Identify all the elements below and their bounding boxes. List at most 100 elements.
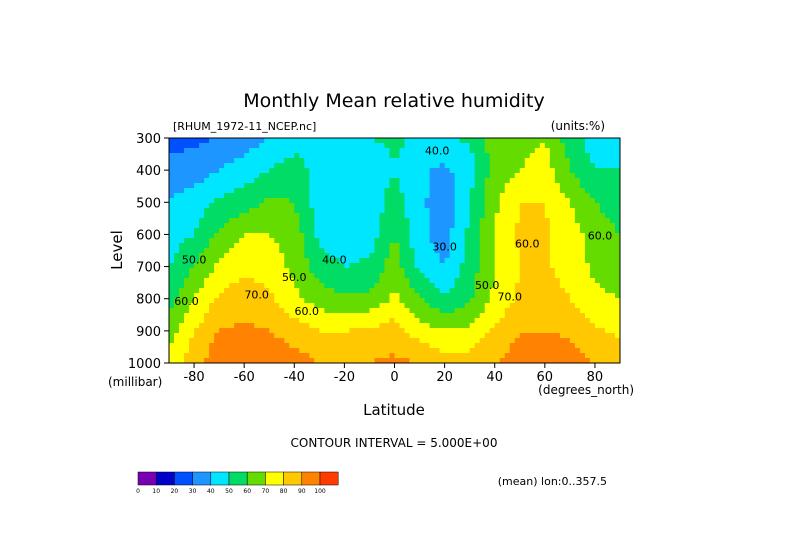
heatmap-cell xyxy=(169,228,175,234)
heatmap-cell xyxy=(544,278,551,284)
heatmap-cell xyxy=(514,358,521,363)
heatmap-cell xyxy=(494,163,501,169)
heatmap-cell xyxy=(219,238,225,244)
heatmap-cell xyxy=(514,173,521,179)
heatmap-cell xyxy=(464,228,471,234)
heatmap-cell xyxy=(194,318,200,324)
heatmap-cell xyxy=(344,203,350,209)
heatmap-cell xyxy=(494,248,501,254)
heatmap-cell xyxy=(449,168,456,174)
heatmap-cell xyxy=(239,188,245,194)
heatmap-cell xyxy=(509,323,516,329)
heatmap-cell xyxy=(474,298,481,304)
heatmap-cell xyxy=(274,218,280,224)
heatmap-cell xyxy=(559,338,566,344)
heatmap-cell xyxy=(409,298,416,304)
heatmap-cell xyxy=(484,213,491,219)
heatmap-cell xyxy=(549,263,556,269)
heatmap-cell xyxy=(489,288,496,294)
heatmap-cell xyxy=(374,158,381,164)
heatmap-cell xyxy=(259,313,265,319)
heatmap-cell xyxy=(569,248,576,254)
heatmap-cell xyxy=(589,338,596,344)
heatmap-cell xyxy=(359,233,366,239)
heatmap-cell xyxy=(514,143,521,149)
x-tick-label: 0 xyxy=(390,370,398,385)
heatmap-cell xyxy=(259,228,265,234)
heatmap-cell xyxy=(549,258,556,264)
heatmap-cell xyxy=(294,143,300,149)
heatmap-cell xyxy=(224,138,230,144)
heatmap-cell xyxy=(199,263,205,269)
heatmap-cell xyxy=(489,328,496,334)
heatmap-cell xyxy=(339,298,345,304)
heatmap-cell xyxy=(404,353,411,359)
heatmap-cell xyxy=(214,203,220,209)
heatmap-cell xyxy=(284,308,290,314)
heatmap-cell xyxy=(329,308,335,314)
heatmap-cell xyxy=(544,173,551,179)
heatmap-cell xyxy=(219,338,225,344)
heatmap-cell xyxy=(359,153,366,159)
heatmap-cell xyxy=(399,358,406,363)
heatmap-cell xyxy=(394,298,401,304)
heatmap-cell xyxy=(254,153,260,159)
heatmap-cell xyxy=(254,328,260,334)
heatmap-cell xyxy=(299,233,305,239)
heatmap-cell xyxy=(294,338,300,344)
heatmap-cell xyxy=(264,143,270,149)
heatmap-cell xyxy=(204,338,210,344)
heatmap-cell xyxy=(409,218,416,224)
heatmap-cell xyxy=(244,338,250,344)
heatmap-cell xyxy=(309,173,315,179)
heatmap-cell xyxy=(209,203,215,209)
heatmap-cell xyxy=(389,273,396,279)
heatmap-cell xyxy=(269,318,275,324)
heatmap-cell xyxy=(554,198,561,204)
heatmap-cell xyxy=(239,313,245,319)
heatmap-cell xyxy=(244,343,250,349)
heatmap-cell xyxy=(339,158,345,164)
heatmap-cell xyxy=(454,348,461,354)
heatmap-cell xyxy=(594,143,601,149)
heatmap-cell xyxy=(339,203,345,209)
heatmap-cell xyxy=(429,323,436,329)
heatmap-cell xyxy=(504,248,511,254)
heatmap-cell xyxy=(559,138,566,144)
heatmap-cell xyxy=(174,348,180,354)
heatmap-cell xyxy=(599,263,606,269)
heatmap-cell xyxy=(299,178,305,184)
heatmap-cell xyxy=(404,198,411,204)
heatmap-cell xyxy=(469,288,476,294)
heatmap-cell xyxy=(364,293,371,299)
heatmap-cell xyxy=(219,168,225,174)
heatmap-cell xyxy=(449,258,456,264)
heatmap-cell xyxy=(309,348,315,354)
heatmap-cell xyxy=(534,263,541,269)
heatmap-cell xyxy=(459,208,466,214)
heatmap-cell xyxy=(174,193,180,199)
heatmap-cell xyxy=(469,283,476,289)
heatmap-cell xyxy=(179,263,185,269)
heatmap-cell xyxy=(459,323,466,329)
heatmap-cell xyxy=(489,138,496,144)
heatmap-cell xyxy=(589,298,596,304)
heatmap-cell xyxy=(424,218,431,224)
heatmap-cell xyxy=(349,258,356,264)
heatmap-cell xyxy=(594,148,601,154)
contour-label: 60.0 xyxy=(515,237,540,250)
heatmap-cell xyxy=(369,328,376,334)
heatmap-cell xyxy=(379,213,386,219)
heatmap-cell xyxy=(339,268,345,274)
heatmap-cell xyxy=(484,263,491,269)
heatmap-cell xyxy=(459,248,466,254)
heatmap-cell xyxy=(384,153,391,159)
heatmap-cell xyxy=(339,288,345,294)
heatmap-cell xyxy=(359,358,366,363)
heatmap-cell xyxy=(614,338,620,344)
heatmap-cell xyxy=(564,218,571,224)
heatmap-cell xyxy=(304,188,310,194)
heatmap-cell xyxy=(274,243,280,249)
heatmap-cell xyxy=(449,303,456,309)
heatmap-cell xyxy=(604,263,611,269)
